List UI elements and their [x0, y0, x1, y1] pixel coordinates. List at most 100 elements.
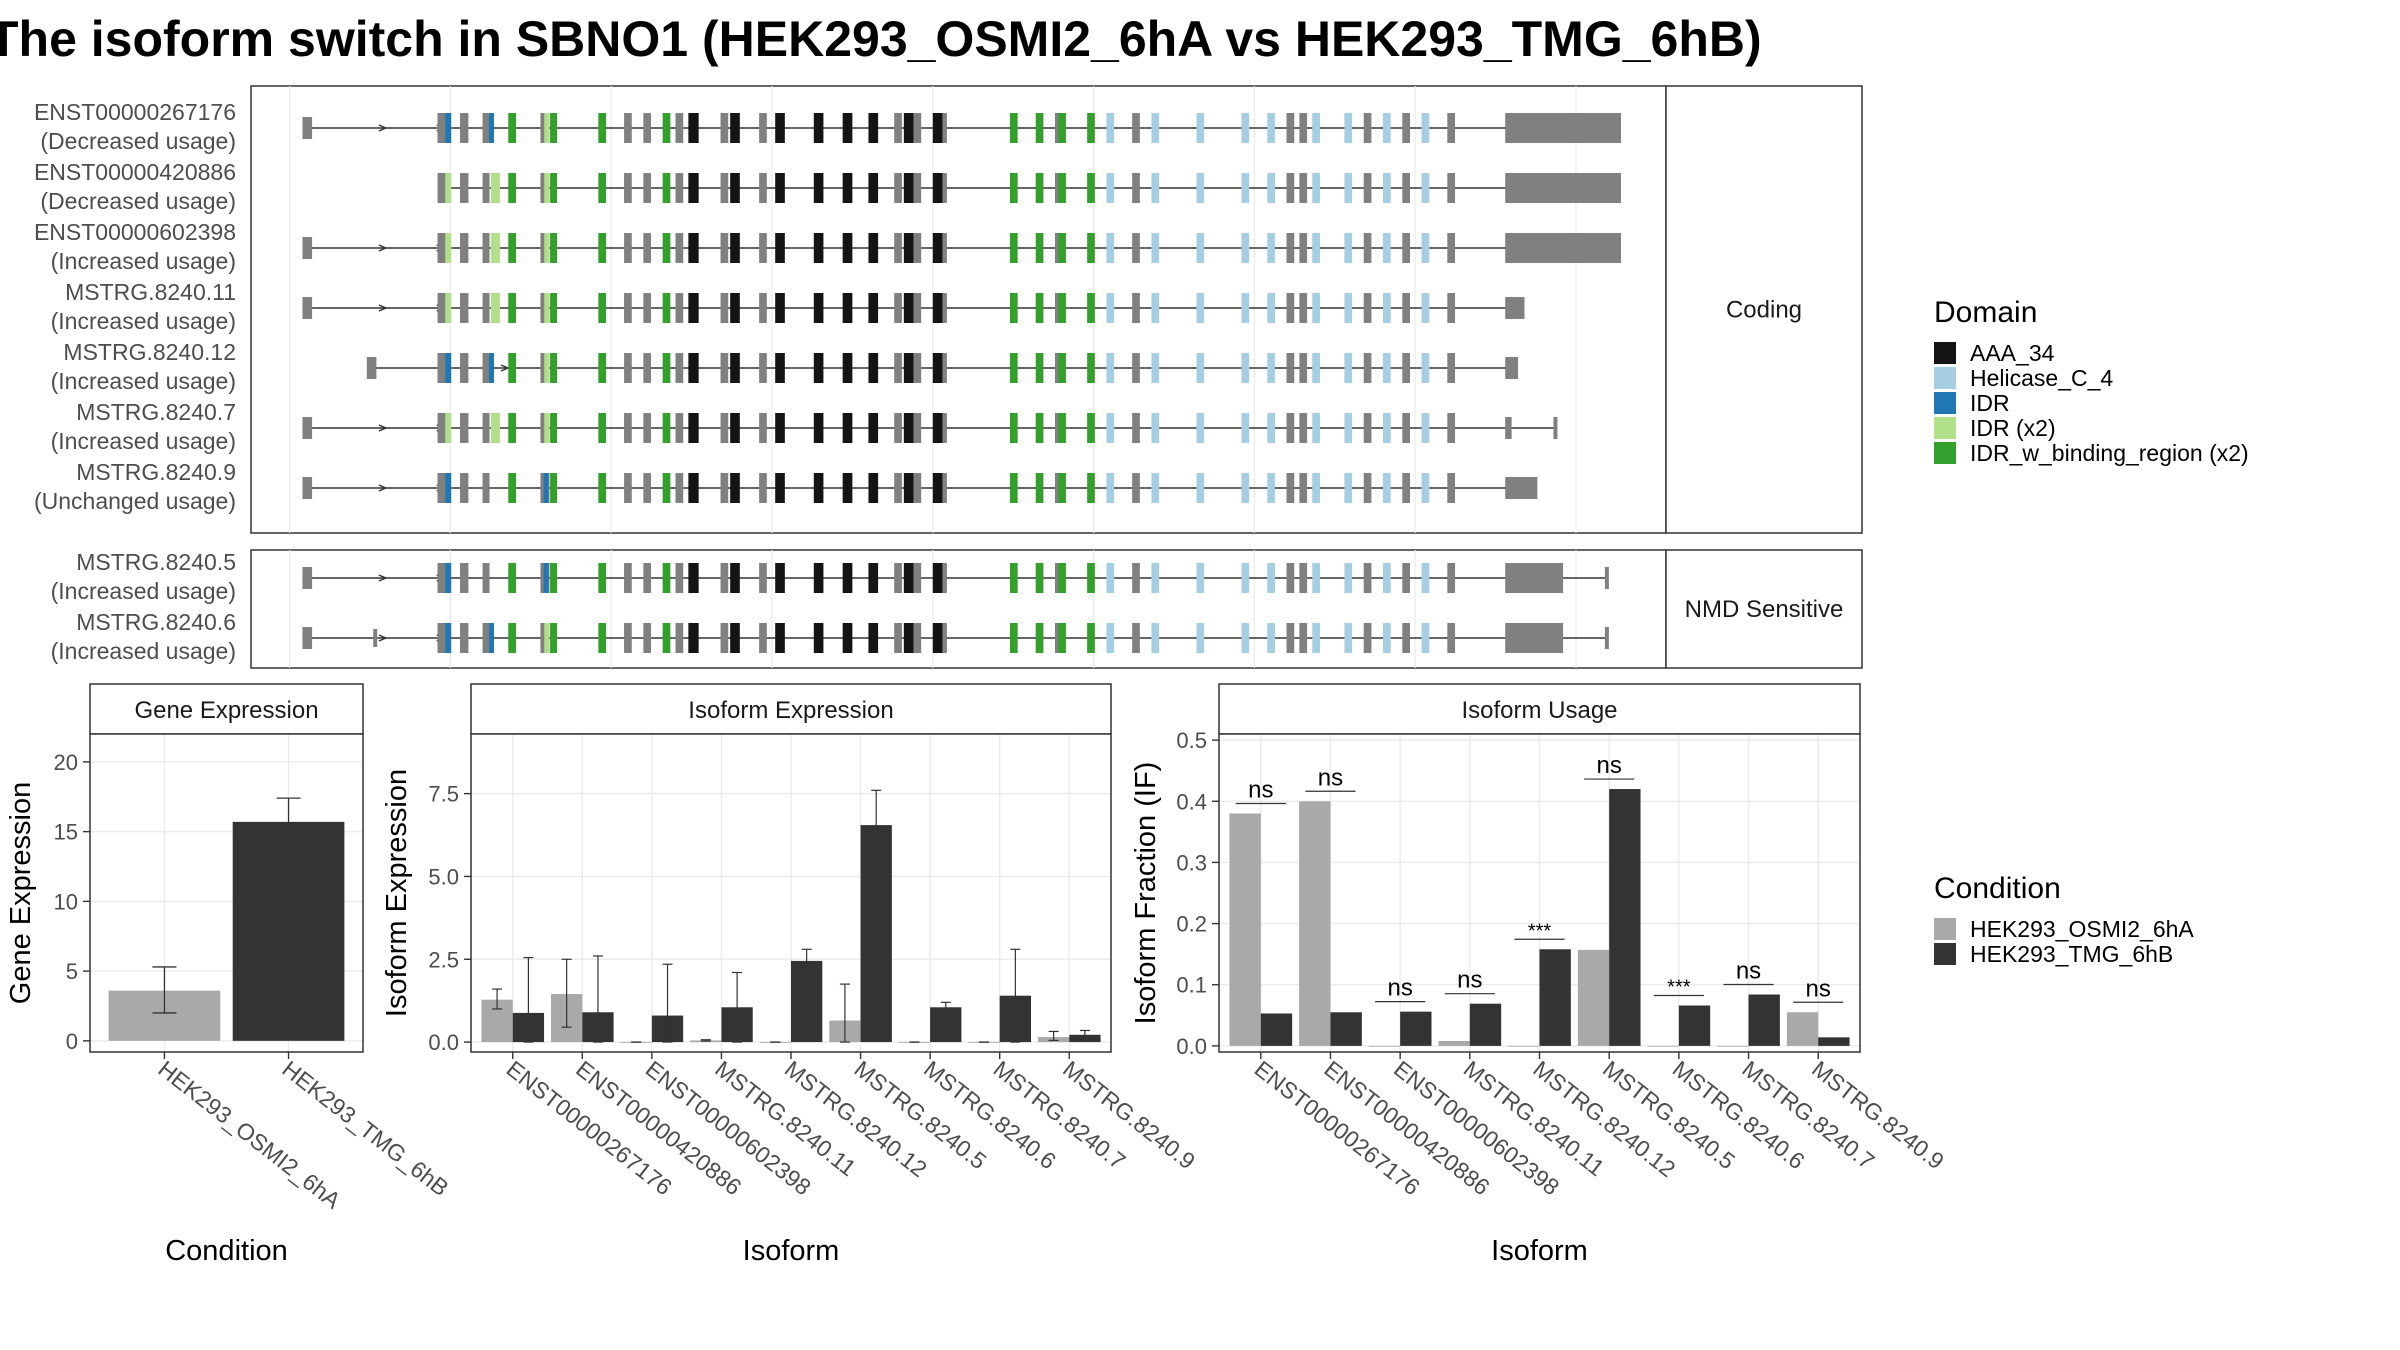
utr-exon [1505, 563, 1564, 593]
domain-idr-binding [1087, 173, 1095, 203]
exon [460, 173, 469, 203]
domain-helicase [1383, 113, 1391, 143]
isoform-track [302, 623, 1609, 653]
domain-idr-binding [598, 353, 607, 383]
domain-idr-x2 [544, 293, 550, 323]
domain-aaa34 [842, 473, 853, 503]
exon [939, 113, 947, 143]
domain-aaa34 [730, 233, 740, 263]
exon [437, 473, 448, 503]
chart-title: Gene Expression [134, 697, 318, 724]
exon [1447, 473, 1456, 503]
exon [643, 563, 652, 593]
isoform-id-label: MSTRG.8240.6 [76, 609, 236, 635]
bar [1786, 1012, 1819, 1046]
exon [913, 473, 922, 503]
domain-idr-binding [508, 623, 516, 653]
isoform-track [302, 473, 1538, 503]
exon [1132, 173, 1140, 203]
exon [437, 293, 448, 323]
domain-helicase [1383, 353, 1391, 383]
domain-aaa34 [903, 413, 914, 443]
domain-helicase [1344, 473, 1353, 503]
domain-idr-binding [1035, 623, 1044, 653]
exon [939, 233, 947, 263]
exon [460, 293, 469, 323]
domain-idr-binding [550, 293, 558, 323]
exon [437, 563, 448, 593]
exon [1299, 113, 1308, 143]
exon [1286, 293, 1295, 323]
domain-helicase [1267, 233, 1275, 263]
exon [939, 173, 947, 203]
domain-idr-binding [508, 413, 516, 443]
utr-exon [302, 627, 313, 649]
domain-helicase [1312, 473, 1320, 503]
y-tick-label: 0.4 [1176, 789, 1207, 814]
significance-label: *** [1667, 977, 1691, 999]
y-tick-label: 0 [66, 1029, 78, 1054]
domain-helicase [1151, 113, 1160, 143]
chart-panel: Isoform Usage ns ns ns ns *** ns *** ns ns 0.0 0.1 0… [1130, 683, 1949, 1267]
exon [460, 623, 469, 653]
domain-aaa34 [730, 623, 740, 653]
exon [437, 623, 448, 653]
exon [1363, 293, 1372, 323]
domain-idr-binding [662, 113, 671, 143]
isoform-id-label: MSTRG.8240.12 [63, 339, 236, 365]
bar [1748, 994, 1780, 1046]
exon [1132, 413, 1140, 443]
domain-aaa34 [730, 353, 740, 383]
bar [1647, 1045, 1679, 1047]
domain-idr-binding [1058, 473, 1066, 503]
domain-helicase [1344, 293, 1353, 323]
exon [675, 413, 684, 443]
domain-helicase [1267, 413, 1275, 443]
domain-aaa34 [775, 473, 785, 503]
domain-aaa34 [842, 563, 853, 593]
domain-idr-x2 [445, 413, 452, 443]
exon [913, 293, 922, 323]
domain-aaa34 [903, 173, 914, 203]
domain-aaa34 [903, 233, 914, 263]
domain-idr-binding [598, 413, 607, 443]
exon [1132, 113, 1140, 143]
domain-idr-x2 [490, 293, 500, 323]
significance-label: ns [1736, 958, 1761, 985]
domain-helicase [1151, 413, 1160, 443]
domain-aaa34 [688, 623, 699, 653]
exon [1132, 473, 1140, 503]
domain-aaa34 [775, 113, 785, 143]
domain-helicase [1267, 623, 1275, 653]
domain-helicase [1421, 293, 1430, 323]
exon [1363, 233, 1372, 263]
utr-exon [302, 477, 313, 499]
facet-strip [1665, 85, 1863, 534]
domain-helicase [1267, 173, 1275, 203]
exon [1299, 623, 1308, 653]
bar [1299, 801, 1331, 1046]
exon [675, 623, 684, 653]
facet-label: Coding [1726, 297, 1802, 324]
domain-helicase [1241, 113, 1250, 143]
domain-idr [488, 113, 494, 143]
domain-idr-binding [662, 353, 671, 383]
domain-aaa34 [932, 563, 943, 593]
isoform-usage-label: (Unchanged usage) [34, 488, 236, 514]
isoform-id-label: ENST00000602398 [34, 219, 236, 245]
exon [1132, 293, 1140, 323]
domain-aaa34 [868, 623, 879, 653]
domain-helicase [1312, 563, 1320, 593]
utr-exon [1505, 417, 1512, 439]
domain-legend-label: IDR_w_binding_region (x2) [1970, 440, 2249, 466]
domain-idr-x2 [544, 233, 550, 263]
domain-idr-x2 [544, 173, 550, 203]
domain-idr-binding [1009, 563, 1018, 593]
exon [482, 623, 490, 653]
exon [437, 233, 448, 263]
domain-aaa34 [775, 173, 785, 203]
domain-idr-binding [1009, 623, 1018, 653]
domain-helicase [1241, 413, 1250, 443]
domain-idr-binding [1087, 473, 1095, 503]
bar [1539, 949, 1571, 1046]
